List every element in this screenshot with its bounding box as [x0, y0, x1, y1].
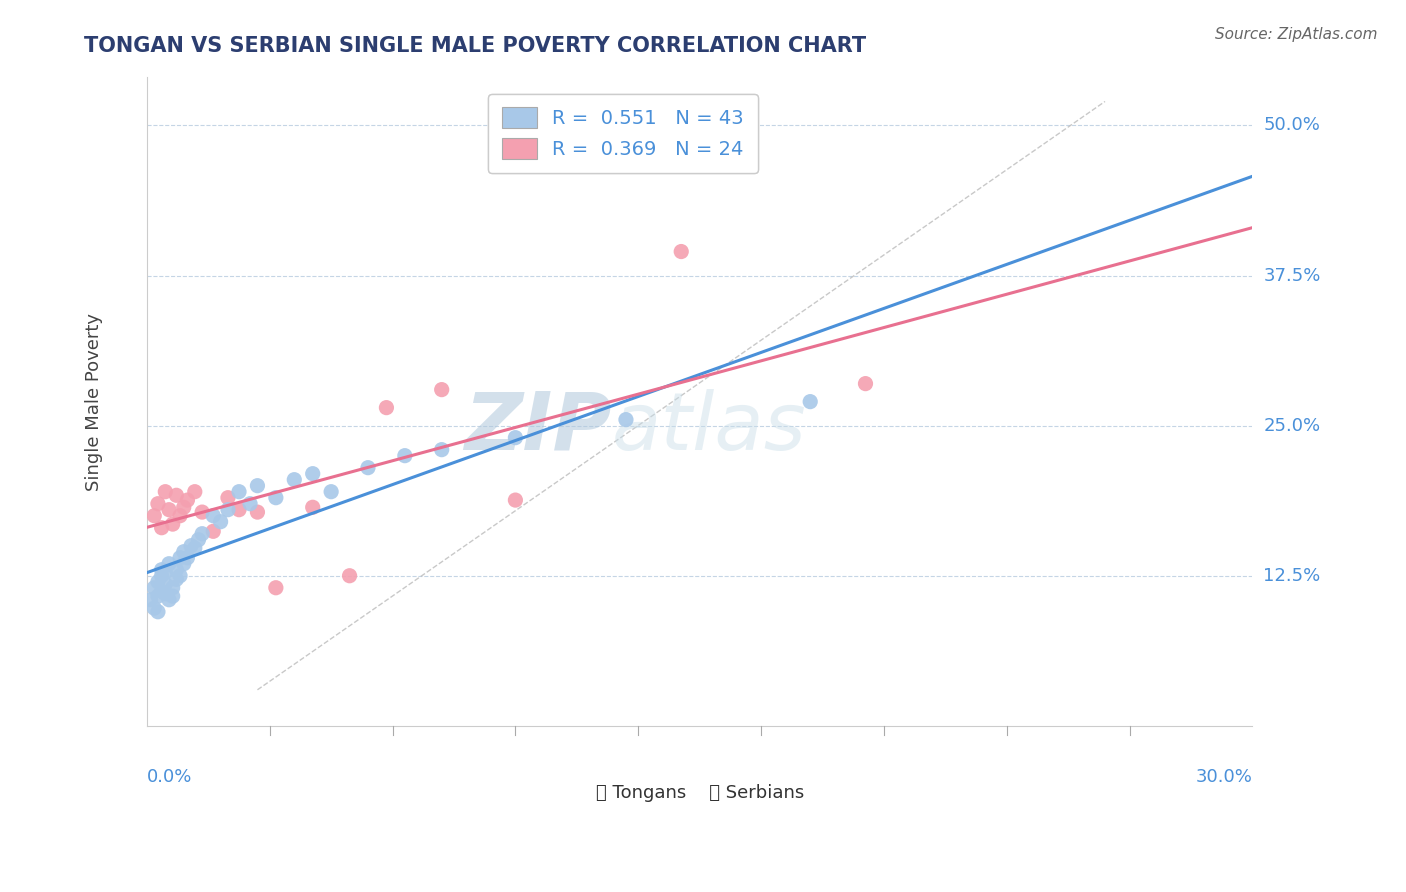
Point — [143, 508, 166, 523]
Point — [339, 568, 361, 582]
Point — [146, 605, 169, 619]
Point — [301, 500, 323, 515]
Point — [375, 401, 398, 415]
Point — [855, 376, 877, 391]
Point — [176, 550, 198, 565]
Point — [155, 565, 177, 579]
Text: Source: ZipAtlas.com: Source: ZipAtlas.com — [1215, 27, 1378, 42]
Point — [173, 557, 195, 571]
Point — [176, 493, 198, 508]
Point — [228, 502, 250, 516]
Point — [169, 550, 191, 565]
Text: 30.0%: 30.0% — [1195, 768, 1253, 786]
Point — [143, 581, 166, 595]
Point — [157, 557, 180, 571]
Point — [146, 497, 169, 511]
Point — [217, 502, 239, 516]
Point — [246, 505, 269, 519]
Point — [283, 473, 305, 487]
Point — [157, 502, 180, 516]
Point — [139, 592, 162, 607]
Point — [321, 484, 343, 499]
Point — [246, 478, 269, 492]
Point — [430, 383, 453, 397]
Point — [143, 601, 166, 615]
Point — [505, 493, 527, 508]
Point — [180, 539, 202, 553]
Point — [184, 484, 207, 499]
Text: 0.0%: 0.0% — [146, 768, 193, 786]
Point — [146, 574, 169, 589]
Point — [191, 526, 214, 541]
Point — [165, 563, 187, 577]
Point — [357, 460, 380, 475]
Point — [228, 484, 250, 499]
Point — [150, 521, 173, 535]
Point — [239, 497, 262, 511]
Point — [155, 484, 177, 499]
Point — [169, 508, 191, 523]
Point — [155, 577, 177, 591]
Text: TONGAN VS SERBIAN SINGLE MALE POVERTY CORRELATION CHART: TONGAN VS SERBIAN SINGLE MALE POVERTY CO… — [84, 36, 866, 55]
Point — [165, 488, 187, 502]
Point — [169, 568, 191, 582]
Point — [150, 584, 173, 599]
Point — [394, 449, 416, 463]
Point — [217, 491, 239, 505]
Text: ZIP: ZIP — [464, 389, 612, 467]
Point — [799, 394, 821, 409]
Point — [157, 592, 180, 607]
Point — [505, 431, 527, 445]
Point — [165, 572, 187, 586]
Text: 12.5%: 12.5% — [1264, 566, 1320, 585]
Point — [173, 545, 195, 559]
Point — [202, 508, 225, 523]
Point — [301, 467, 323, 481]
Point — [150, 563, 173, 577]
Point — [187, 533, 209, 547]
Point — [191, 505, 214, 519]
Legend: R =  0.551   N = 43, R =  0.369   N = 24: R = 0.551 N = 43, R = 0.369 N = 24 — [488, 94, 758, 173]
Point — [430, 442, 453, 457]
Text: 37.5%: 37.5% — [1264, 267, 1320, 285]
Text: atlas: atlas — [612, 389, 806, 467]
Point — [162, 589, 184, 603]
Point — [264, 491, 287, 505]
Point — [209, 515, 232, 529]
Point — [162, 517, 184, 532]
Point — [184, 541, 207, 555]
Text: Single Male Poverty: Single Male Poverty — [84, 312, 103, 491]
Point — [671, 244, 693, 259]
Point — [155, 587, 177, 601]
Point — [202, 524, 225, 539]
Text: ⬜ Tongans    ⬜ Serbians: ⬜ Tongans ⬜ Serbians — [596, 784, 804, 802]
Point — [264, 581, 287, 595]
Point — [146, 589, 169, 603]
Point — [162, 581, 184, 595]
Point — [173, 500, 195, 515]
Text: 25.0%: 25.0% — [1264, 417, 1320, 434]
Point — [150, 568, 173, 582]
Text: 50.0%: 50.0% — [1264, 117, 1320, 135]
Point — [614, 412, 637, 426]
